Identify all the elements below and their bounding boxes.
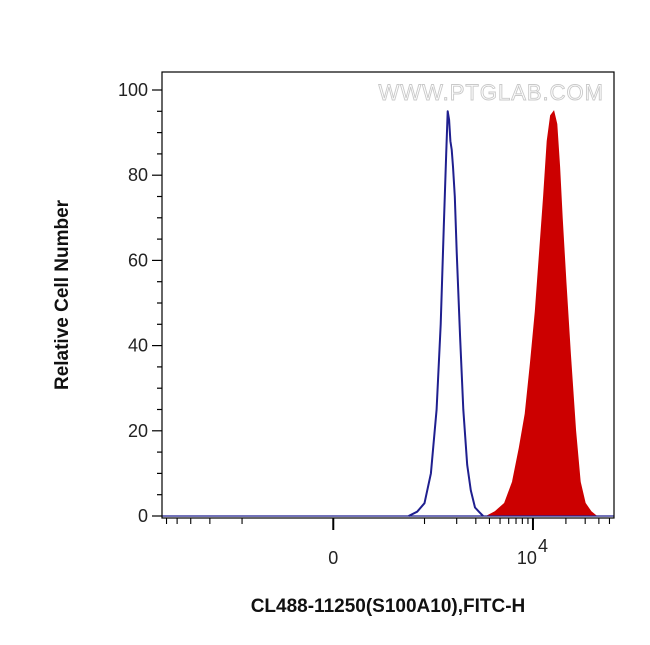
x-tick-exponent: 4 <box>538 536 548 556</box>
x-axis-labels: 0 104 <box>328 536 548 568</box>
y-tick-label: 40 <box>128 336 148 356</box>
y-axis-ticks <box>152 89 162 517</box>
y-tick-label: 60 <box>128 250 148 270</box>
x-axis-title: CL488-11250(S100A10),FITC-H <box>251 596 526 617</box>
x-tick-label: 10 <box>517 548 537 568</box>
x-tick-label: 0 <box>328 548 338 568</box>
y-tick-label: 0 <box>138 506 148 526</box>
control-histogram <box>408 110 484 517</box>
y-axis-title: Relative Cell Number <box>52 199 73 390</box>
y-tick-label: 100 <box>118 80 148 100</box>
watermark-text: WWW.PTGLAB.COM <box>379 80 604 105</box>
y-tick-label: 80 <box>128 165 148 185</box>
series-layer <box>162 110 614 517</box>
y-tick-label: 20 <box>128 421 148 441</box>
sample-histogram <box>486 110 598 517</box>
x-axis-ticks <box>165 518 611 530</box>
y-axis-labels: 0 20 40 60 80 100 <box>118 80 148 526</box>
plot-frame <box>161 71 615 519</box>
